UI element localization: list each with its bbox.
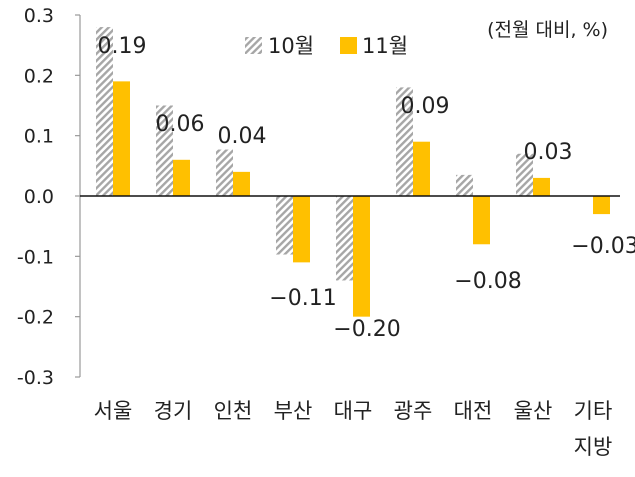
bar-oct bbox=[96, 27, 113, 196]
y-tick-label: -0.1 bbox=[17, 246, 54, 268]
data-label: −0.11 bbox=[269, 286, 336, 311]
data-label: 0.09 bbox=[401, 94, 450, 119]
data-label: 0.04 bbox=[218, 124, 267, 149]
bar-nov bbox=[533, 177, 550, 196]
legend-swatch-nov bbox=[340, 37, 357, 54]
category-label: 울산 bbox=[514, 399, 553, 423]
y-tick-label: 0.2 bbox=[24, 65, 54, 87]
bar-oct bbox=[156, 105, 173, 196]
legend-swatch-oct bbox=[245, 37, 262, 54]
y-tick-label: 0.3 bbox=[24, 5, 54, 27]
bar-nov bbox=[233, 171, 250, 196]
bar-nov bbox=[353, 196, 370, 317]
data-label: −0.08 bbox=[454, 269, 521, 294]
data-label: 0.19 bbox=[98, 34, 147, 59]
category-label: 광주 bbox=[394, 399, 433, 423]
unit-note: (전월 대비, %) bbox=[487, 19, 608, 41]
y-tick-label: -0.3 bbox=[17, 367, 54, 389]
y-tick-label: 0.0 bbox=[24, 186, 54, 208]
category-label: 부산 bbox=[274, 399, 313, 423]
bar-nov bbox=[593, 196, 610, 215]
y-tick-label: -0.2 bbox=[17, 307, 54, 329]
bar-oct bbox=[336, 196, 353, 281]
category-label: 대전 bbox=[454, 399, 493, 423]
category-label: 대구 bbox=[334, 399, 373, 423]
bar-oct bbox=[396, 87, 413, 196]
bar-nov bbox=[413, 141, 430, 196]
bar-oct bbox=[216, 149, 233, 196]
category-label: 경기 bbox=[154, 399, 193, 423]
bar-oct bbox=[516, 153, 533, 196]
legend-label-oct: 10월 bbox=[268, 34, 314, 58]
category-label: 서울 bbox=[94, 399, 133, 423]
legend-label-nov: 11월 bbox=[362, 34, 408, 58]
data-label: 0.06 bbox=[156, 112, 205, 137]
category-label: 인천 bbox=[214, 399, 253, 423]
bar-nov bbox=[473, 196, 490, 245]
y-tick-label: 0.1 bbox=[24, 126, 54, 148]
bar-nov bbox=[113, 81, 130, 196]
data-label: −0.20 bbox=[333, 317, 400, 342]
category-label: 지방 bbox=[574, 435, 613, 459]
bar-oct bbox=[276, 196, 293, 255]
data-label: 0.03 bbox=[524, 140, 573, 165]
bar-nov bbox=[173, 159, 190, 196]
bar-oct bbox=[456, 174, 473, 196]
data-label: −0.03 bbox=[571, 234, 635, 259]
bar-nov bbox=[293, 196, 310, 263]
category-label: 기타 bbox=[574, 399, 613, 423]
